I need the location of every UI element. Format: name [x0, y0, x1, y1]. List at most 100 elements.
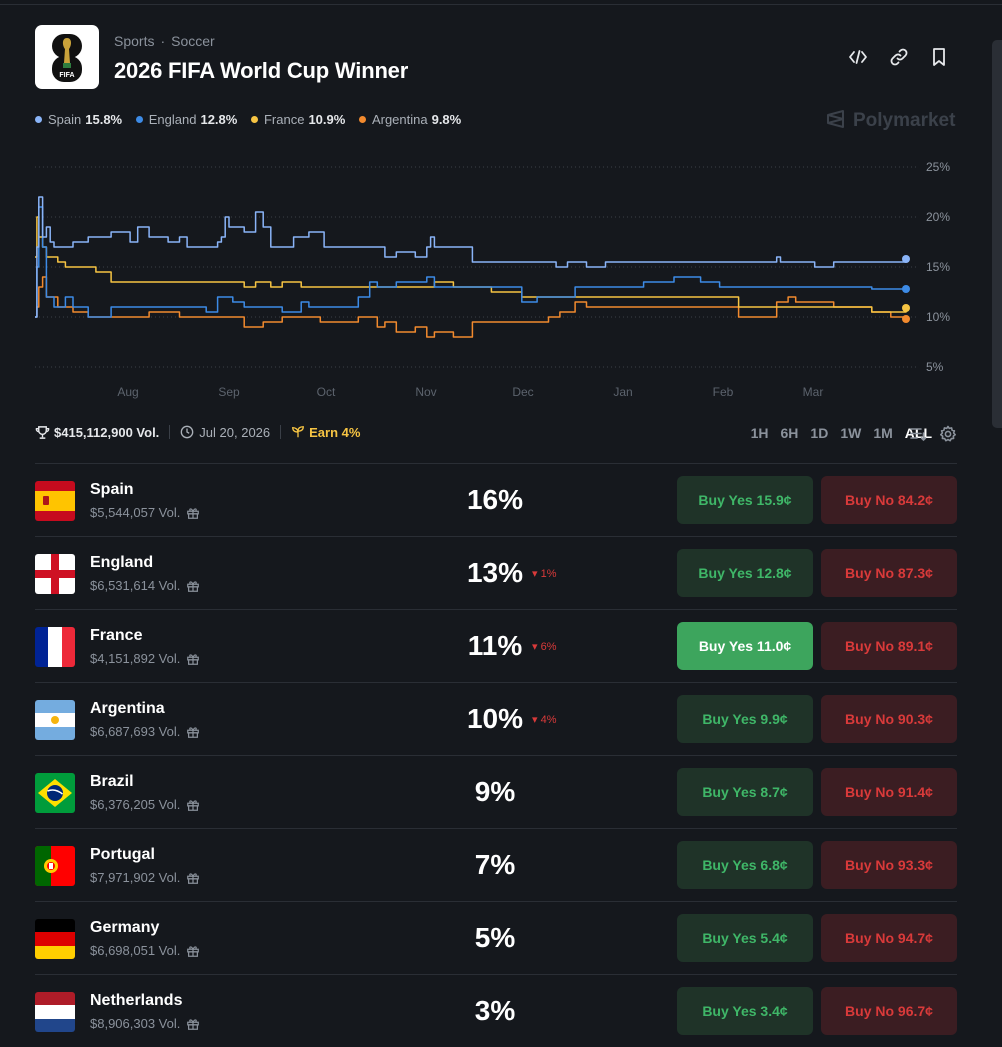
market-name[interactable]: Netherlands [90, 992, 183, 1009]
probability-change: ▾ 4% [532, 714, 557, 726]
buy-no-button[interactable]: Buy No 89.1¢ [821, 622, 957, 670]
market-volume: $5,544,057 Vol. [90, 505, 181, 520]
buy-no-button[interactable]: Buy No 90.3¢ [821, 695, 957, 743]
market-row-netherlands[interactable]: Netherlands $8,906,303 Vol. 3% Buy Yes 3.4¢… [35, 974, 957, 1047]
buy-no-button[interactable]: Buy No 84.2¢ [821, 476, 957, 524]
flag-argentina-icon [35, 700, 75, 740]
gift-icon[interactable] [186, 944, 200, 961]
market-row-portugal[interactable]: Portugal $7,971,902 Vol. 7% Buy Yes 6.8¢ Buy… [35, 828, 957, 901]
range-1h[interactable]: 1H [750, 425, 769, 441]
series-endpoint-france [902, 304, 910, 312]
buy-yes-button[interactable]: Buy Yes 11.0¢ [677, 622, 813, 670]
market-volume-line: $4,151,892 Vol. [90, 651, 200, 669]
event-logo: FIFA [35, 25, 99, 89]
embed-icon[interactable] [847, 46, 869, 68]
gift-icon[interactable] [186, 871, 200, 888]
market-probability: 11% [467, 630, 523, 661]
gift-icon[interactable] [186, 725, 200, 742]
x-tick-label: Dec [512, 385, 533, 399]
x-tick-label: Nov [415, 385, 436, 399]
settings-gear-icon[interactable] [939, 425, 957, 443]
total-volume: $415,112,900 Vol. [54, 425, 160, 440]
buy-no-button[interactable]: Buy No 91.4¢ [821, 768, 957, 816]
market-probability: 9% [474, 776, 516, 807]
gift-icon[interactable] [186, 798, 200, 815]
buy-yes-button[interactable]: Buy Yes 9.9¢ [677, 695, 813, 743]
x-tick-label: Aug [117, 385, 138, 399]
sort-icon[interactable] [909, 425, 927, 443]
buy-yes-button[interactable]: Buy Yes 12.8¢ [677, 549, 813, 597]
market-name[interactable]: Spain [90, 481, 134, 498]
buy-no-button[interactable]: Buy No 96.7¢ [821, 987, 957, 1035]
y-tick-label: 20% [926, 210, 950, 224]
market-row-brazil[interactable]: Brazil $6,376,205 Vol. 9% Buy Yes 8.7¢ Buy N… [35, 755, 957, 828]
range-1w[interactable]: 1W [840, 425, 862, 441]
scrollbar[interactable] [992, 40, 1002, 428]
range-1d[interactable]: 1D [810, 425, 829, 441]
market-row-germany[interactable]: Germany $6,698,051 Vol. 5% Buy Yes 5.4¢ Buy … [35, 901, 957, 974]
gift-icon[interactable] [186, 652, 200, 669]
buy-yes-button[interactable]: Buy Yes 6.8¢ [677, 841, 813, 889]
legend-name: Spain [48, 112, 82, 127]
logo-text: FIFA [59, 72, 74, 79]
market-volume-line: $8,906,303 Vol. [90, 1016, 200, 1034]
clock-icon [180, 425, 194, 439]
market-name[interactable]: Germany [90, 919, 160, 936]
page-title: 2026 FIFA World Cup Winner [114, 58, 409, 83]
buy-yes-button[interactable]: Buy Yes 3.4¢ [677, 987, 813, 1035]
market-volume: $6,687,693 Vol. [90, 724, 181, 739]
market-row-argentina[interactable]: Argentina $6,687,693 Vol. 10% ▾ 4% Buy Yes 9… [35, 682, 957, 755]
gift-icon[interactable] [186, 506, 200, 523]
market-row-france[interactable]: France $4,151,892 Vol. 11% ▾ 6% Buy Yes 11.0… [35, 609, 957, 682]
market-volume-line: $6,698,051 Vol. [90, 943, 200, 961]
market-volume: $7,971,902 Vol. [90, 870, 181, 885]
buy-yes-button[interactable]: Buy Yes 5.4¢ [677, 914, 813, 962]
legend-dot [35, 116, 42, 123]
buy-yes-button[interactable]: Buy Yes 8.7¢ [677, 768, 813, 816]
legend-value: 10.9% [308, 112, 346, 127]
legend-value: 15.8% [85, 112, 123, 127]
buy-no-button[interactable]: Buy No 94.7¢ [821, 914, 957, 962]
market-volume: $4,151,892 Vol. [90, 651, 181, 666]
stats-divider [280, 425, 282, 439]
market-probability: 3% [474, 995, 516, 1026]
market-name[interactable]: Brazil [90, 773, 134, 790]
market-row-spain[interactable]: Spain $5,544,057 Vol. 16% Buy Yes 15.9¢ Buy … [35, 463, 957, 536]
buy-no-button[interactable]: Buy No 93.3¢ [821, 841, 957, 889]
market-probability: 10% [466, 703, 524, 734]
buy-no-button[interactable]: Buy No 87.3¢ [821, 549, 957, 597]
breadcrumb-sports[interactable]: Sports [114, 33, 155, 49]
legend-value: 9.8% [431, 112, 462, 127]
market-volume-line: $5,544,057 Vol. [90, 505, 200, 523]
link-icon[interactable] [888, 46, 910, 68]
bookmark-icon[interactable] [928, 46, 950, 68]
legend-dot [250, 116, 258, 123]
market-row-england[interactable]: England $6,531,614 Vol. 13% ▾ 1% Buy Yes 12.… [35, 536, 957, 609]
gift-icon[interactable] [186, 1017, 200, 1034]
price-history-chart[interactable]: 25% 20% 15% 10% 5% Aug Sep Oct Nov Dec Jan Feb Mar [0, 150, 1002, 405]
flag-germany-icon [35, 919, 75, 959]
market-name[interactable]: Argentina [90, 700, 165, 717]
range-1m[interactable]: 1M [873, 425, 893, 441]
gift-icon[interactable] [186, 579, 200, 596]
range-6h[interactable]: 6H [780, 425, 799, 441]
market-name[interactable]: Portugal [90, 846, 155, 863]
legend-name: Argentina [371, 112, 428, 127]
top-divider [0, 4, 1002, 5]
buy-yes-button[interactable]: Buy Yes 15.9¢ [677, 476, 813, 524]
earn-link[interactable]: Earn 4% [309, 425, 361, 440]
legend-name: France [263, 112, 305, 127]
legend-item-england: England 12.8% [135, 112, 237, 127]
breadcrumb-separator: · [160, 33, 166, 49]
series-line-spain [35, 196, 907, 318]
market-name[interactable]: France [90, 627, 143, 644]
series-line-england [35, 206, 906, 318]
legend-item-france: France 10.9% [250, 112, 346, 127]
flag-france-icon [35, 627, 75, 667]
market-probability: 16% [466, 484, 524, 515]
legend-name: England [148, 112, 197, 127]
breadcrumb-soccer[interactable]: Soccer [171, 33, 215, 49]
market-volume-line: $6,376,205 Vol. [90, 797, 200, 815]
market-name[interactable]: England [90, 554, 154, 571]
market-probability: 5% [474, 922, 516, 953]
